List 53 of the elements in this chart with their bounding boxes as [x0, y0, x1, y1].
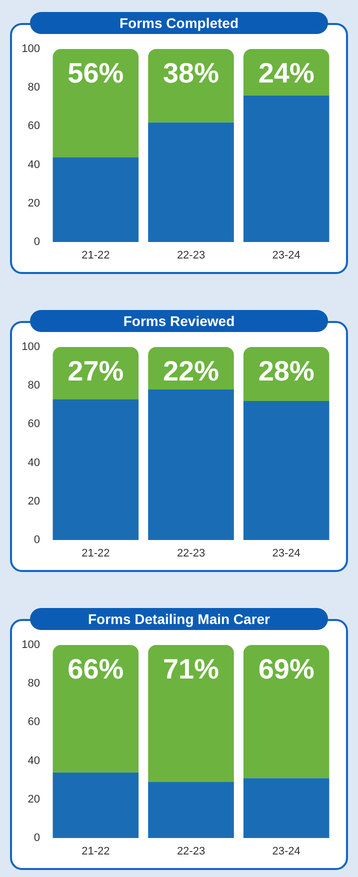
- y-tick-label: 40: [28, 456, 40, 469]
- bar: [243, 95, 330, 242]
- data-label: 38%: [162, 58, 220, 88]
- bar: [52, 157, 139, 242]
- y-tick-label: 0: [34, 534, 40, 546]
- bar: [52, 399, 139, 540]
- y-tick-label: 60: [28, 418, 40, 430]
- y-tick-label: 20: [28, 495, 40, 508]
- x-tick-label: 23-24: [272, 250, 300, 262]
- x-tick-label: 23-24: [272, 846, 300, 858]
- data-label: 71%: [162, 654, 220, 684]
- y-tick-label: 40: [28, 754, 40, 767]
- y-tick-label: 80: [28, 678, 40, 690]
- bar: [243, 401, 330, 540]
- x-tick-label: 23-24: [272, 548, 300, 560]
- y-tick-label: 20: [28, 793, 40, 806]
- bar: [52, 772, 139, 838]
- bar: [148, 49, 234, 122]
- y-tick-label: 40: [28, 158, 40, 171]
- data-label: 66%: [68, 654, 124, 684]
- y-tick-label: 20: [28, 197, 40, 210]
- data-label: 56%: [68, 58, 124, 88]
- y-tick-label: 100: [22, 639, 40, 651]
- chart-title: Forms Reviewed: [30, 310, 328, 332]
- y-tick-label: 0: [34, 832, 40, 844]
- bar: [148, 645, 234, 782]
- bar: [52, 645, 139, 772]
- x-tick-label: 22-23: [176, 846, 206, 858]
- bar: [243, 645, 330, 778]
- y-tick-label: 60: [28, 716, 40, 728]
- bar: [148, 122, 234, 242]
- y-tick-label: 0: [34, 236, 40, 248]
- y-tick-label: 80: [28, 380, 40, 392]
- data-label: 69%: [258, 654, 314, 684]
- chart-title: Forms Detailing Main Carer: [30, 608, 328, 630]
- x-tick-label: 21-22: [82, 846, 110, 858]
- data-label: 28%: [258, 356, 314, 386]
- x-tick-label: 22-23: [176, 548, 206, 560]
- y-tick-label: 100: [22, 43, 40, 55]
- y-tick-label: 100: [22, 341, 40, 353]
- data-label: 24%: [258, 58, 314, 88]
- bar: [148, 782, 234, 838]
- chart-title: Forms Completed: [30, 12, 328, 34]
- bar: [52, 49, 139, 158]
- y-tick-label: 80: [28, 82, 40, 94]
- x-tick-label: 22-23: [176, 250, 206, 262]
- data-label: 27%: [68, 356, 124, 386]
- x-tick-label: 21-22: [82, 250, 110, 262]
- data-label: 22%: [162, 356, 220, 386]
- x-tick-label: 21-22: [82, 548, 110, 560]
- y-tick-label: 60: [28, 120, 40, 132]
- bar: [243, 778, 330, 838]
- bar: [148, 389, 234, 540]
